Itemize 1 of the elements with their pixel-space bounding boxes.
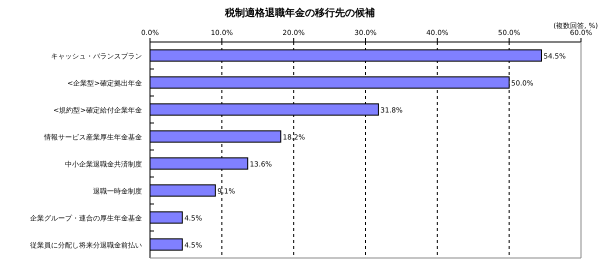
chart-title: 税制適格退職年金の移行先の候補 — [224, 7, 375, 19]
